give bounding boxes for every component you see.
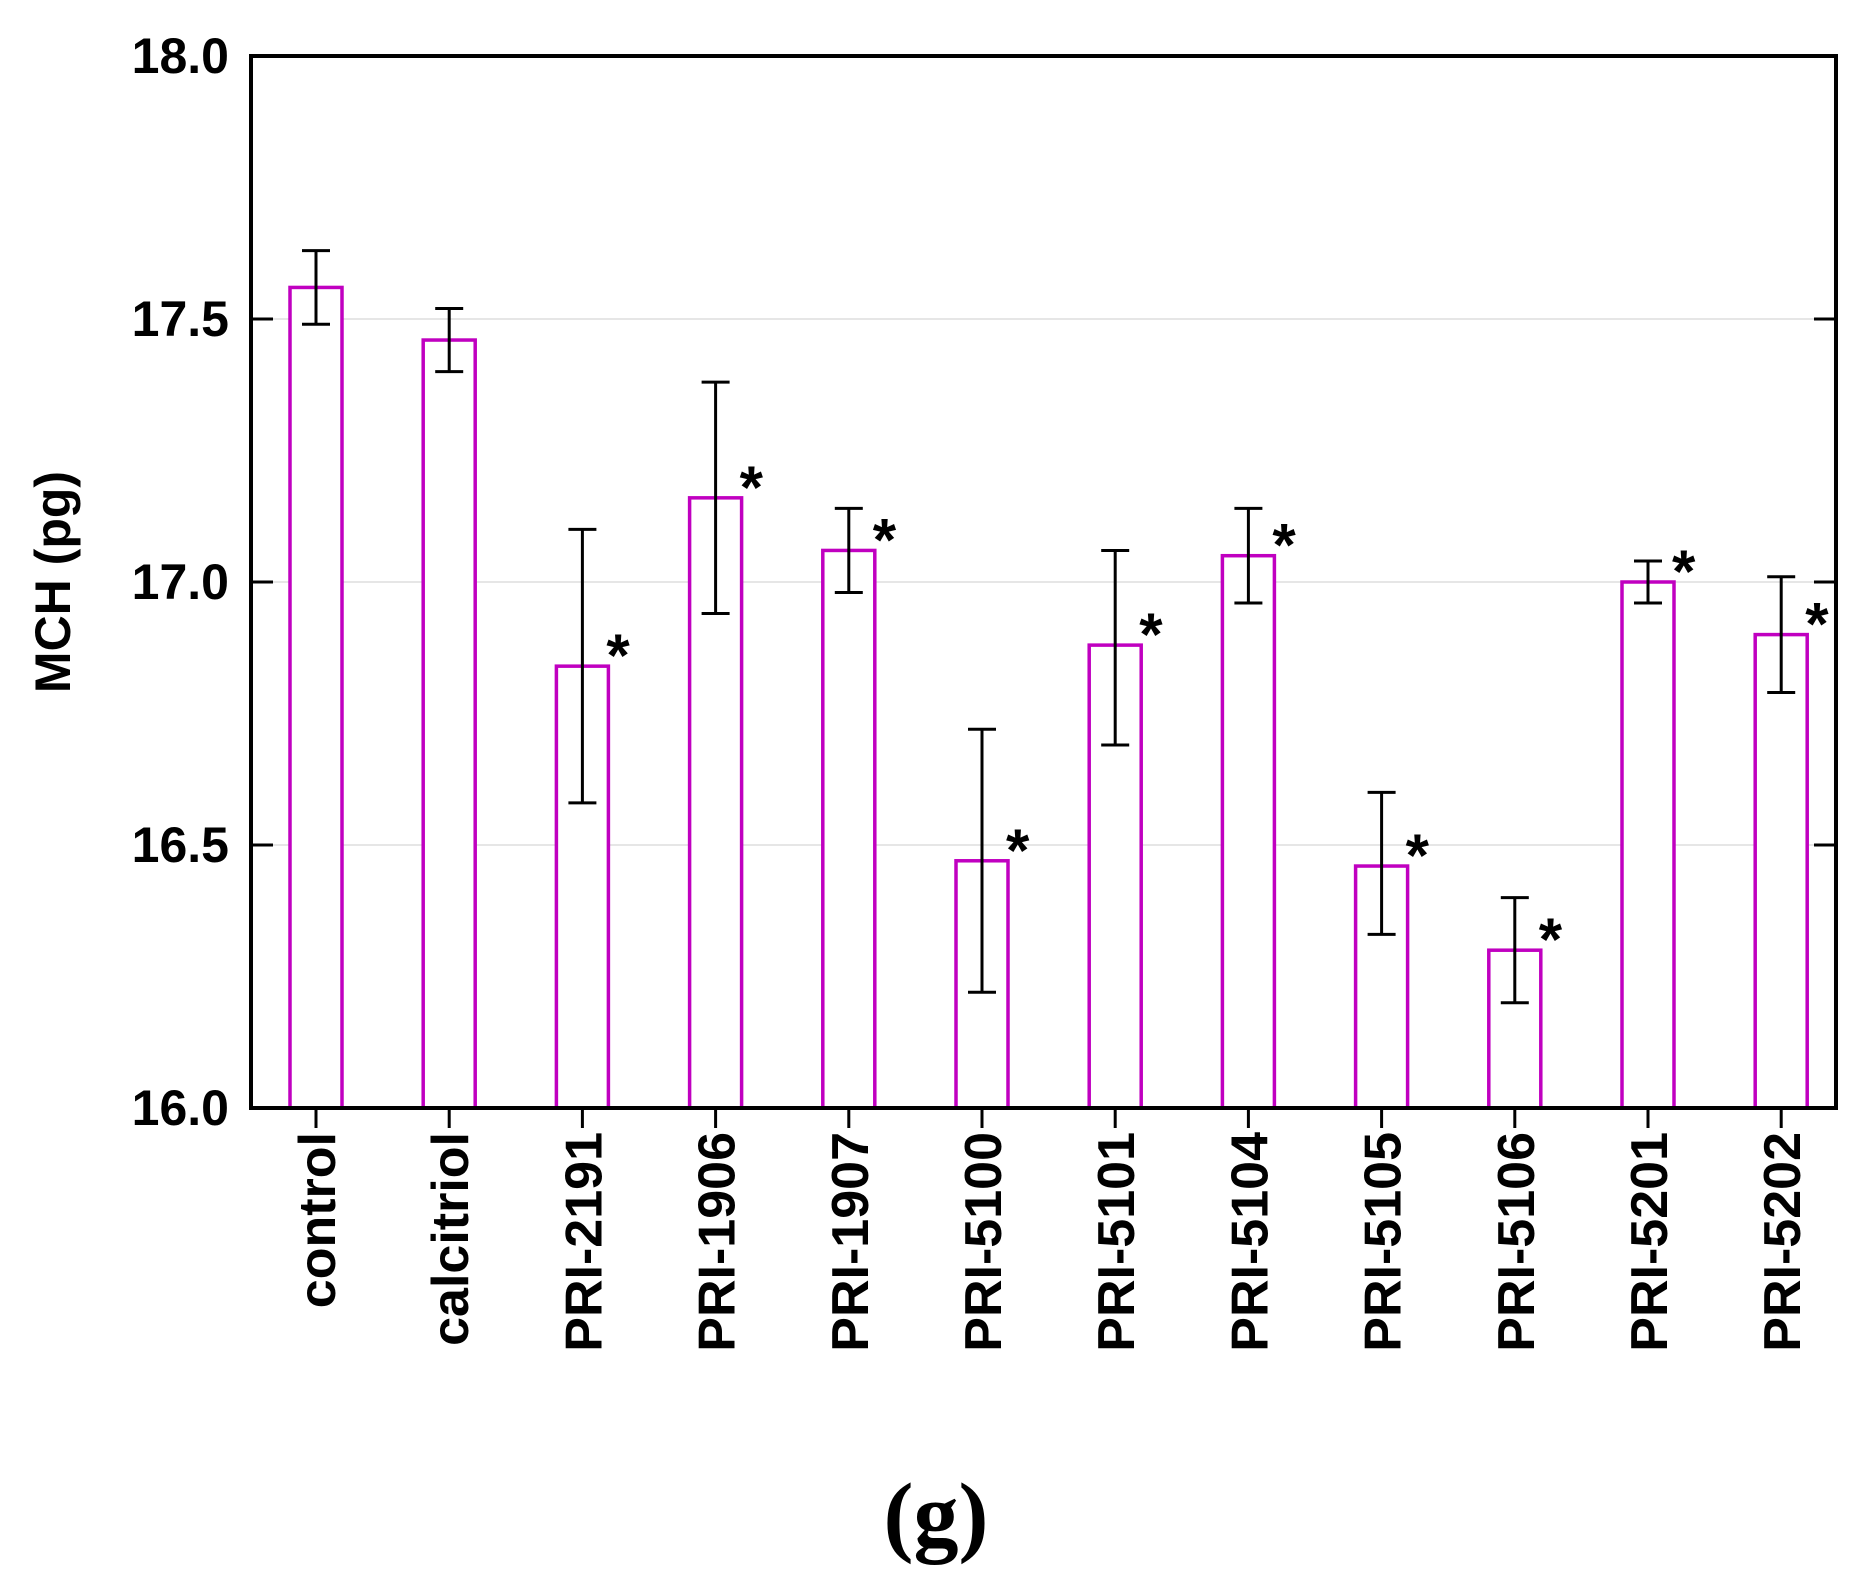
x-tick-label: PRI-1906	[689, 1132, 747, 1352]
significance-star: *	[1805, 591, 1829, 658]
bar	[421, 338, 477, 1110]
y-tick-label: 18.0	[132, 28, 229, 84]
bar	[821, 548, 877, 1110]
bar	[1620, 580, 1676, 1110]
x-tick-label: PRI-2191	[555, 1132, 613, 1352]
x-axis-labels: control calcitriol PRI-2191 PRI-1906 PRI-190…	[289, 1108, 1812, 1352]
y-axis-label: MCH (pg)	[25, 471, 81, 693]
x-tick-label: PRI-5106	[1488, 1132, 1546, 1352]
bar	[288, 285, 344, 1110]
y-tick-label: 16.0	[132, 1080, 229, 1136]
x-tick-label: control	[289, 1132, 347, 1308]
gridlines	[251, 318, 1836, 846]
significance-star: *	[873, 506, 897, 573]
significance-star: *	[606, 622, 630, 689]
significance-star: *	[1272, 512, 1296, 579]
significance-star: *	[1006, 817, 1030, 884]
x-tick-label: PRI-1907	[822, 1132, 880, 1352]
panel-label: (g)	[884, 1466, 989, 1565]
x-tick-label: calcitriol	[422, 1132, 480, 1346]
x-tick-label: PRI-5202	[1754, 1132, 1812, 1352]
x-tick-label: PRI-5105	[1355, 1132, 1413, 1352]
bar	[1753, 632, 1809, 1110]
significance-star: *	[1139, 601, 1163, 668]
bar	[1220, 553, 1277, 1110]
x-tick-label: PRI-5101	[1088, 1132, 1146, 1352]
x-tick-label: PRI-5104	[1221, 1132, 1279, 1352]
significance-star: *	[1672, 538, 1696, 605]
x-tick-label: PRI-5201	[1621, 1132, 1679, 1352]
x-tick-label: PRI-5100	[955, 1132, 1013, 1352]
significance-star: *	[1539, 906, 1563, 973]
significance-markers: * * * * * * * * * *	[606, 454, 1829, 973]
bars	[288, 285, 1809, 1110]
y-tick-label: 16.5	[132, 817, 229, 873]
error-bars	[302, 249, 1796, 1005]
significance-star: *	[740, 454, 764, 521]
y-tick-label: 17.5	[132, 291, 229, 347]
y-axis-ticks: 16.0 16.5 17.0 17.5 18.0	[132, 28, 1836, 1136]
y-tick-label: 17.0	[132, 554, 229, 610]
significance-star: *	[1406, 822, 1430, 889]
